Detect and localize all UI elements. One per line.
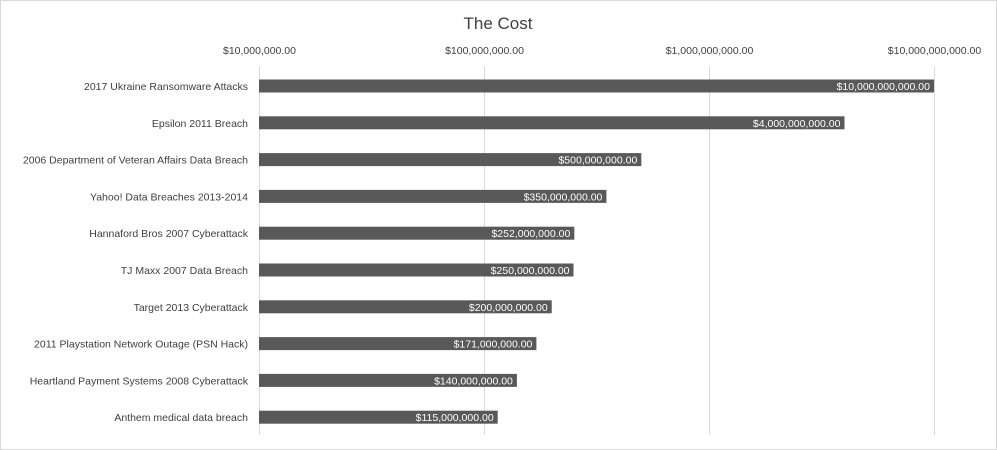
data-label: $10,000,000,000.00	[837, 81, 931, 93]
data-label: $140,000,000.00	[434, 375, 513, 387]
category-label: TJ Maxx 2007 Data Breach	[121, 265, 248, 277]
bar	[259, 226, 575, 240]
bar	[259, 373, 517, 387]
category-label: 2011 Playstation Network Outage (PSN Hac…	[34, 339, 248, 351]
x-tick-label: $1,000,000,000.00	[666, 45, 754, 57]
category-label: Anthem medical data breach	[114, 412, 248, 424]
bar	[259, 300, 552, 314]
category-label: 2006 Department of Veteran Affairs Data …	[23, 155, 248, 167]
category-labels: 2017 Ukraine Ransomware Attacks Epsilon 2…	[23, 81, 249, 424]
data-label: $115,000,000.00	[416, 412, 494, 424]
bar	[259, 79, 934, 93]
data-label: $500,000,000.00	[558, 155, 637, 167]
data-label: $200,000,000.00	[469, 302, 548, 314]
bar	[259, 153, 642, 167]
data-label: $350,000,000.00	[524, 191, 603, 203]
x-tick-label: $100,000,000.00	[445, 45, 524, 57]
bar	[259, 337, 537, 351]
bar	[259, 189, 607, 203]
category-label: Target 2013 Cyberattack	[134, 302, 249, 314]
data-label: $4,000,000,000.00	[753, 118, 841, 130]
category-label: 2017 Ukraine Ransomware Attacks	[84, 81, 248, 93]
bar	[259, 116, 845, 130]
data-labels: $10,000,000,000.00 $4,000,000,000.00 $500,…	[416, 81, 931, 424]
category-label: Epsilon 2011 Breach	[152, 118, 248, 130]
x-axis-tick-labels: $10,000,000.00 $100,000,000.00 $1,000,000,…	[223, 45, 981, 57]
bar	[259, 263, 574, 277]
data-label: $171,000,000.00	[454, 339, 533, 351]
data-label: $252,000,000.00	[491, 228, 570, 240]
category-label: Yahoo! Data Breaches 2013-2014	[90, 191, 248, 203]
bars	[259, 79, 934, 424]
data-label: $250,000,000.00	[491, 265, 570, 277]
chart-title: The Cost	[464, 14, 533, 33]
category-label: Heartland Payment Systems 2008 Cyberatta…	[30, 375, 249, 387]
bar	[259, 410, 498, 424]
x-tick-label: $10,000,000,000.00	[888, 45, 982, 57]
category-label: Hannaford Bros 2007 Cyberattack	[89, 228, 249, 240]
x-tick-label: $10,000,000.00	[223, 45, 296, 57]
